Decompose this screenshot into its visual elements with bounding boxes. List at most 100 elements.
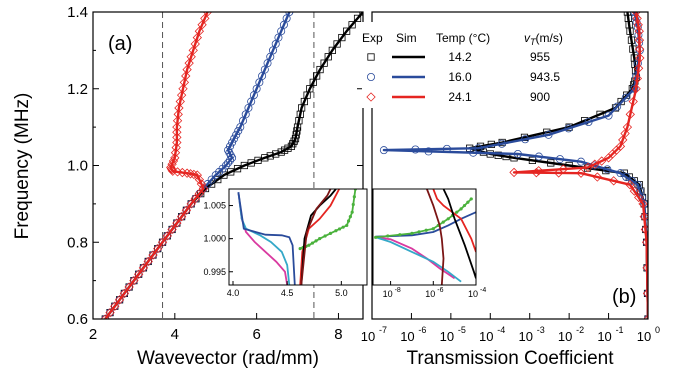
data-point [320,59,328,67]
legend-marker [367,53,375,61]
inset-a-series-3 [237,192,296,285]
legend-vt: 955 [530,50,550,64]
legend-row-16.0: 16.0 943.5 [366,70,560,84]
legend-marker [366,73,375,82]
data-point [227,168,235,176]
inset-a-point [307,243,311,247]
y-tick-label: 1.0 [67,158,88,175]
inset-a-y-tick-label: 0.995 [203,267,226,277]
inset-a-point [337,227,342,231]
x-tick-exponent: -3 [537,325,545,335]
data-point [154,245,162,253]
data-point [226,156,235,165]
inset-a-point [350,210,354,214]
inset-b-line [375,236,462,283]
data-point [622,173,631,182]
legend-temp: 24.1 [448,90,472,104]
legend-row-14.2: 14.2 955 [367,50,550,64]
data-point [176,212,187,222]
data-point [119,288,130,299]
data-point [173,219,181,227]
inset-b-point [459,207,463,211]
data-point [324,53,332,61]
data-point [186,199,196,209]
data-point [110,301,120,311]
data-point [172,218,182,228]
data-point [228,138,237,147]
data-point [621,93,630,102]
data-point [134,269,144,279]
data-point [100,314,110,319]
data-point [629,186,640,196]
x-tick-exponent: -6 [418,325,426,335]
inset-b-x-tick-exponent: -6 [437,287,443,294]
legend-marker [366,92,376,102]
data-point [203,180,212,189]
data-point [184,58,194,68]
data-point [157,237,168,247]
axis-text: Wavevector (rad/mm) Transmission Coeffici… [12,93,614,369]
data-point [166,162,176,173]
data-point [348,21,356,29]
x-axis-title-b: Transmission Coefficient [407,348,615,369]
x-tick-exponent: -5 [458,325,466,335]
data-point [620,128,630,139]
y-axis-title: Frequency (MHz) [12,93,33,240]
data-point [223,158,232,167]
inset-b-line [375,198,472,239]
data-point [285,12,294,16]
data-point [643,314,648,319]
inset-b-line [426,189,445,285]
inset-a-x-tick-label: 4.5 [281,288,294,298]
inset-b-series-2 [375,236,462,283]
inset-a-frame [228,188,368,286]
legend-vt: 943.5 [530,70,560,84]
data-point [214,175,222,184]
data-point [105,307,115,318]
data-point [221,161,230,170]
inset-b-series-7 [442,189,476,279]
data-point [202,12,213,17]
data-point [188,45,198,56]
data-point [124,282,134,292]
inset-b-x-tick-exponent: -4 [480,287,486,294]
data-point [143,256,153,267]
data-point [353,14,362,22]
inset-b-x-tick-label: 10 [383,289,393,299]
inset-b-point [424,228,428,232]
legend-header-exp: Exp [362,31,383,45]
legend-row-24.1: 24.1 900 [366,90,550,104]
inset-b-point [417,230,421,234]
x-tick-label: 2 [89,326,97,343]
data-point [287,142,296,150]
panel-a: 0.6 0.8 1.0 1.2 1.4 2 4 6 8 (a) [67,4,364,343]
inset-b-point [455,210,459,214]
data-point [186,52,196,62]
x-tick-exponent: -2 [576,325,584,335]
data-point [167,224,177,235]
x-tick-label: 10 [558,329,572,344]
x-tick-label: 6 [252,326,260,343]
inset-a-y-tick-label: 1.000 [203,234,226,244]
data-point [343,27,351,35]
inset-a-point [334,229,338,233]
data-point [232,130,241,139]
data-point [168,225,176,234]
y-tick-label: 1.4 [67,4,88,21]
inset-b: 10 -8 10 -6 10 -4 [372,188,486,299]
data-point [207,175,216,184]
data-point [158,238,167,246]
sim-line-24.1 [104,12,209,319]
inset-a-point [345,223,349,228]
data-point [618,135,628,145]
legend-vt: 900 [530,90,550,104]
x-tick-label: 10 [479,329,493,344]
inset-b-x-tick-label: 10 [425,289,435,299]
data-point [167,165,177,175]
data-point [316,65,324,74]
y-tick-label: 1.2 [67,81,88,98]
inset-a-point [314,239,318,243]
data-point [194,188,205,199]
data-point [634,192,644,203]
